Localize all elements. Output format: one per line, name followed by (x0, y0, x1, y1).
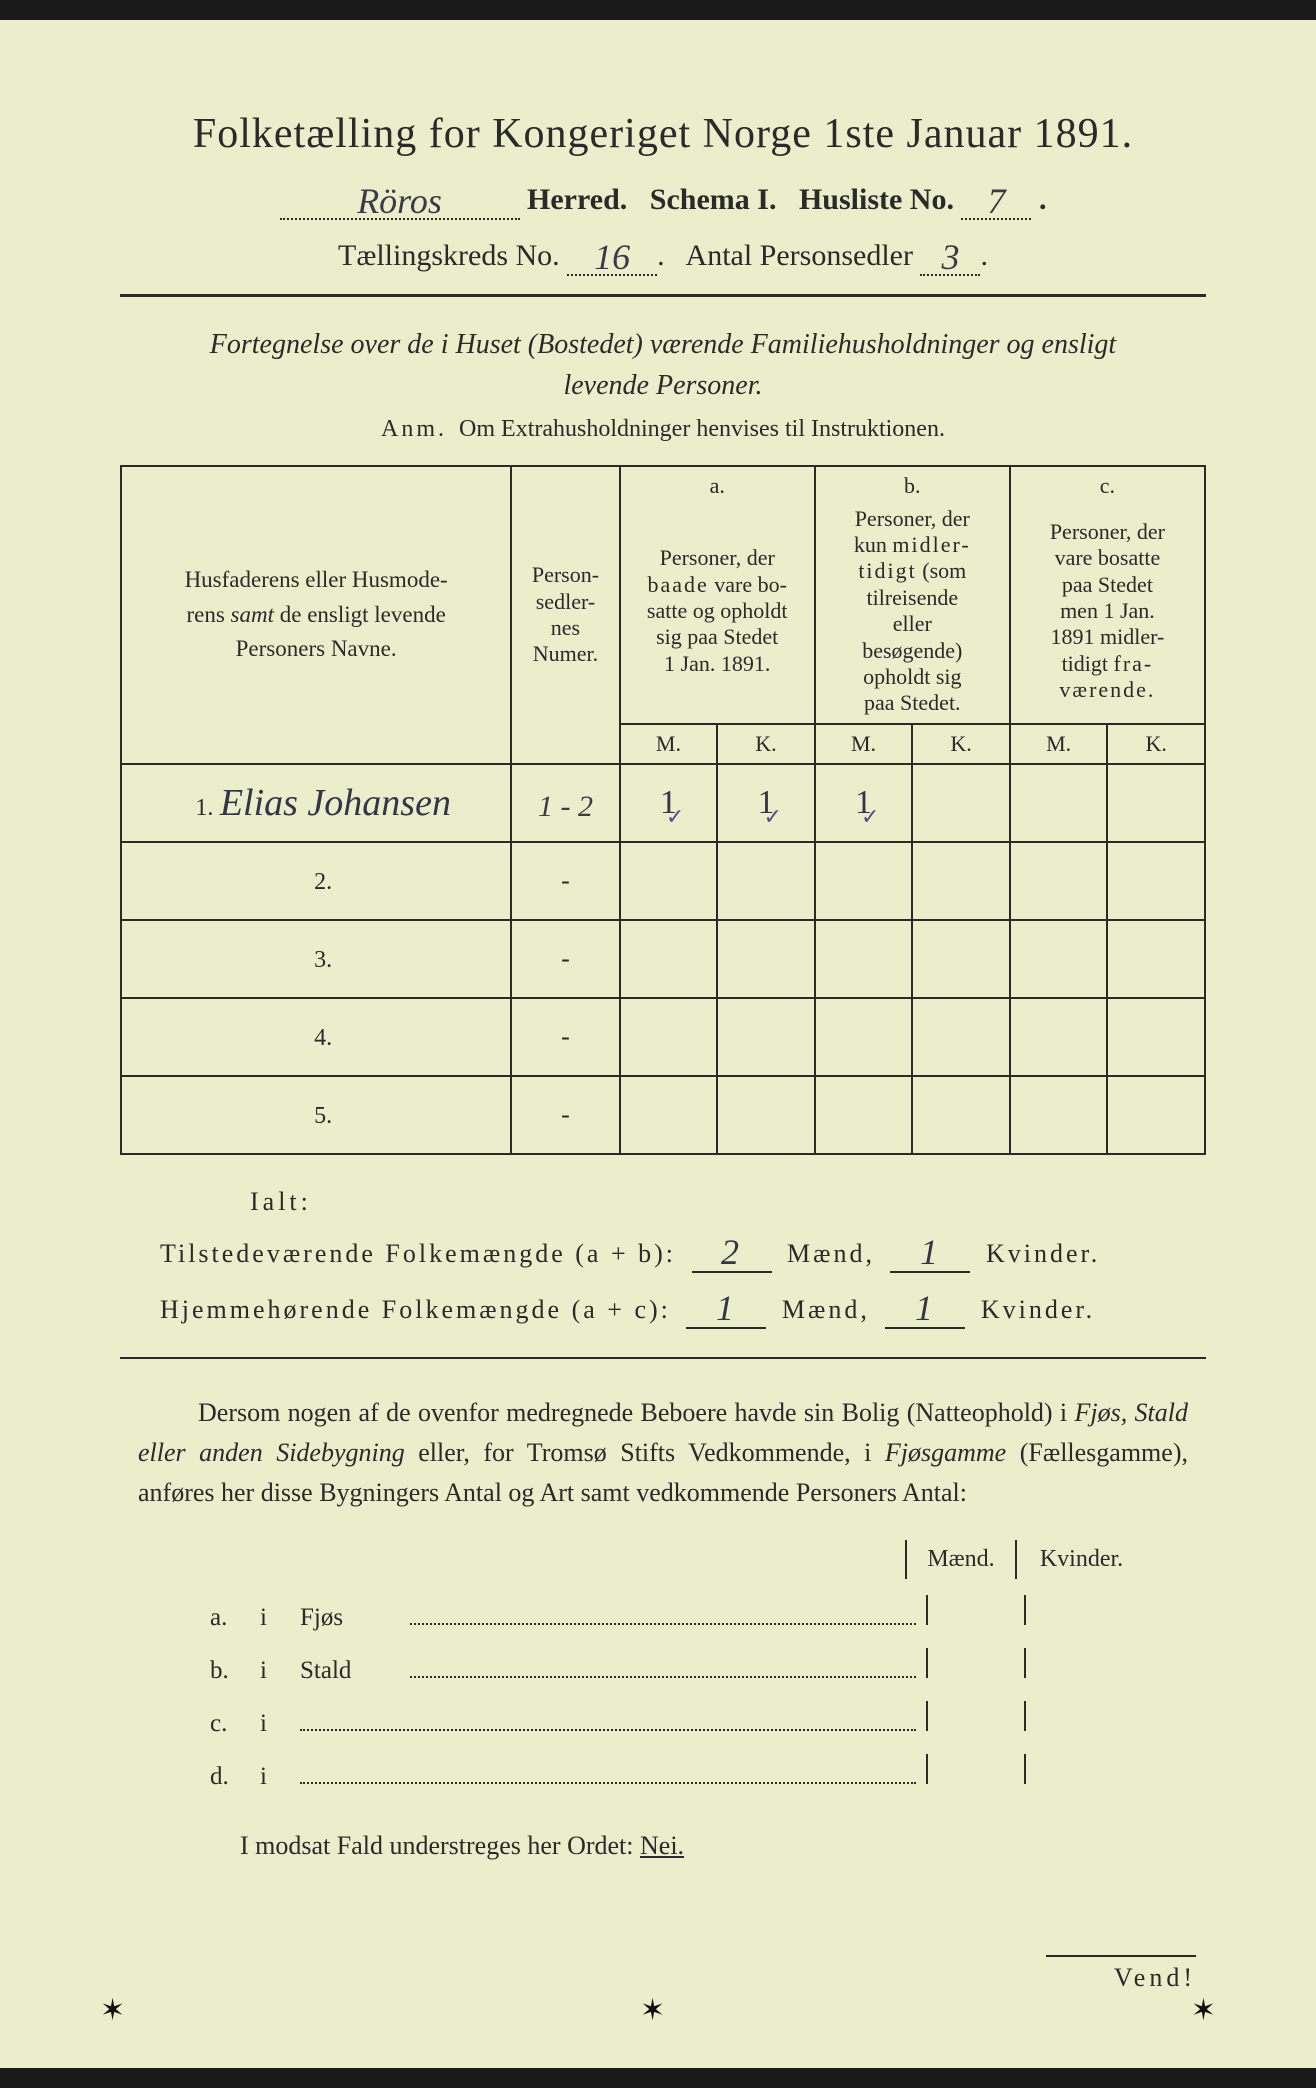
row-name: Elias Johansen (220, 782, 451, 824)
intro-line2: levende Personer. (563, 370, 762, 401)
tk-no: 16 (594, 237, 630, 277)
row-numer: - (511, 1076, 619, 1154)
t1-k: 1 (920, 1232, 941, 1272)
row-num: 3. (300, 947, 332, 973)
intro-line1: Fortegnelse over de i Huset (Bostedet) v… (210, 329, 1116, 360)
t2-label: Hjemmehørende Folkemængde (a + c): (160, 1295, 671, 1324)
row-numer: - (511, 920, 619, 998)
totals-present: Tilstedeværende Folkemængde (a + b): 2 M… (160, 1229, 1206, 1273)
abcd-a: a. (210, 1604, 260, 1632)
table-row: 1. Elias Johansen 1 - 2 1✓ 1✓ 1✓ (121, 764, 1205, 842)
row-num: 1. (181, 795, 213, 821)
abcd-row: d. i (210, 1754, 1146, 1791)
abcd-row: b. i Stald (210, 1648, 1146, 1685)
abcd-d: d. (210, 1763, 260, 1791)
abcd-c: c. (210, 1710, 260, 1738)
hdr-a-m: M. (620, 724, 718, 764)
pin-icon: ✶ (100, 1993, 125, 2028)
row-cM (1010, 764, 1108, 842)
main-table: Husfaderens eller Husmode-rens samt de e… (120, 465, 1206, 1155)
antal-label: Antal Personsedler (686, 239, 913, 272)
hdr-b-m: M. (815, 724, 913, 764)
line-tk: Tællingskreds No. 16 . Antal Personsedle… (120, 232, 1206, 276)
mk-m: Mænd. (906, 1540, 1016, 1579)
maend-label: Mænd, (787, 1239, 875, 1268)
row-aM: 1✓ (660, 784, 677, 821)
hdr-c-k: K. (1107, 724, 1205, 764)
totals-home: Hjemmehørende Folkemængde (a + c): 1 Mæn… (160, 1285, 1206, 1329)
row-num: 4. (300, 1025, 332, 1051)
hdr-b-label: b. (904, 473, 921, 498)
abcd-fjos: Fjøs (300, 1604, 410, 1632)
anm-line: Anm. Om Extrahusholdninger henvises til … (120, 416, 1206, 443)
abcd-b: b. (210, 1657, 260, 1685)
hdr-c-text: Personer, dervare bosattepaa Stedetmen 1… (1050, 519, 1165, 702)
divider-thin (120, 1357, 1206, 1359)
table-row: 4. - (121, 998, 1205, 1076)
hdr-c-m: M. (1010, 724, 1108, 764)
row-bM: 1✓ (855, 784, 872, 821)
abcd-i: i (260, 1604, 300, 1632)
line-herred: Röros Herred. Schema I. Husliste No. 7 . (120, 176, 1206, 220)
husliste-no: 7 (987, 181, 1005, 221)
abcd-i2: i (260, 1657, 300, 1685)
anm-label: Anm. (381, 416, 447, 442)
abcd-row: a. i Fjøs (210, 1595, 1146, 1632)
kvinder-label: Kvinder. (986, 1239, 1100, 1268)
page-title: Folketælling for Kongeriget Norge 1ste J… (120, 110, 1206, 158)
census-form-page: Folketælling for Kongeriget Norge 1ste J… (0, 20, 1316, 2068)
divider (120, 294, 1206, 297)
row-numer: - (511, 842, 619, 920)
hdr-names: Husfaderens eller Husmode-rens samt de e… (185, 567, 448, 661)
herred-handwritten: Röros (357, 181, 442, 221)
table-row: 3. - (121, 920, 1205, 998)
paragraph: Dersom nogen af de ovenfor medregnede Be… (138, 1393, 1188, 1514)
hdr-numer: Person-sedler-nesNumer. (532, 562, 599, 666)
table-body: 1. Elias Johansen 1 - 2 1✓ 1✓ 1✓ 2. - 3.… (121, 764, 1205, 1154)
modsat-line: I modsat Fald understreges her Ordet: Ne… (240, 1831, 1206, 1861)
ialt-label: Ialt: (250, 1187, 1206, 1217)
mk-header: Mænd. Kvinder. (366, 1540, 1146, 1579)
abcd-row: c. i (210, 1701, 1146, 1738)
herred-label: Herred. (527, 183, 627, 216)
row-numer: - (511, 998, 619, 1076)
abcd-list: a. i Fjøs b. i Stald c. i d. i (210, 1595, 1146, 1791)
intro-text: Fortegnelse over de i Huset (Bostedet) v… (120, 325, 1206, 406)
table-row: 5. - (121, 1076, 1205, 1154)
hdr-b-k: K. (912, 724, 1010, 764)
t1-m: 2 (721, 1232, 742, 1272)
maend-label2: Mænd, (782, 1295, 870, 1324)
kvinder-label2: Kvinder. (981, 1295, 1095, 1324)
hdr-a-label: a. (710, 473, 725, 498)
pin-icon: ✶ (640, 1993, 665, 2028)
hdr-a-text: Personer, derbaade vare bo-satte og opho… (647, 545, 788, 676)
nei-word: Nei. (640, 1831, 684, 1860)
vend-label: Vend! (1046, 1955, 1196, 1993)
antal-val: 3 (941, 237, 959, 277)
t2-m: 1 (716, 1288, 737, 1328)
husliste-label: Husliste No. (799, 183, 954, 216)
hdr-c-label: c. (1100, 473, 1115, 498)
schema-label: Schema I. (650, 183, 777, 216)
tk-label: Tællingskreds No. (338, 239, 560, 272)
row-aK: 1✓ (757, 784, 774, 821)
row-bK (912, 764, 1010, 842)
t2-k: 1 (915, 1288, 936, 1328)
pin-icon: ✶ (1191, 1993, 1216, 2028)
hdr-b-text: Personer, derkun midler-tidigt (somtilre… (854, 506, 971, 716)
t1-label: Tilstedeværende Folkemængde (a + b): (160, 1239, 676, 1268)
row-num: 5. (300, 1103, 332, 1129)
hdr-a-k: K. (717, 724, 815, 764)
row-num: 2. (300, 869, 332, 895)
abcd-i3: i (260, 1710, 300, 1738)
mk-k: Kvinder. (1016, 1540, 1146, 1579)
row-numer: 1 - 2 (538, 790, 593, 823)
anm-text: Om Extrahusholdninger henvises til Instr… (459, 416, 945, 442)
abcd-i4: i (260, 1763, 300, 1791)
abcd-stald: Stald (300, 1657, 410, 1685)
row-cK (1107, 764, 1205, 842)
table-row: 2. - (121, 842, 1205, 920)
